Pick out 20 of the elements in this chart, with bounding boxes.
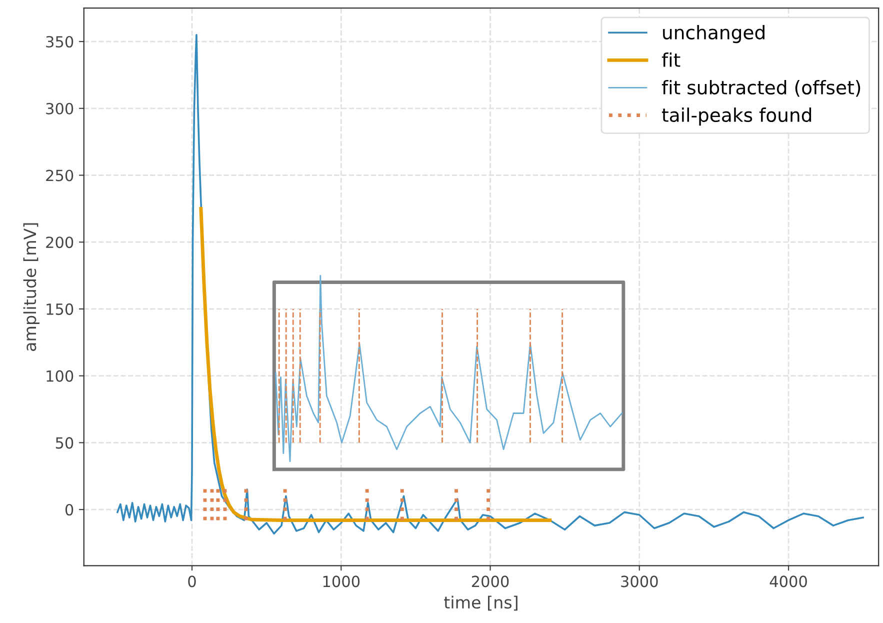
y-tick-label: 200 [46, 236, 74, 248]
y-tick-label: 250 [46, 170, 74, 182]
y-tick-label: 300 [46, 102, 74, 114]
y-tick-label: 350 [46, 36, 74, 48]
y-tick-label: 150 [46, 303, 74, 315]
legend-label: unchanged [663, 24, 764, 44]
x-tick-label: 0 [188, 576, 196, 588]
line-series [199, 206, 552, 522]
y-tick-label: 100 [46, 370, 74, 382]
x-tick-label: 3000 [621, 576, 658, 588]
x-axis-title: time [ns] [444, 596, 518, 611]
legend-label: fit subtracted (offset) [662, 80, 860, 97]
x-tick-label: 4000 [770, 576, 807, 588]
y-tick-label: 50 [56, 437, 74, 449]
legend-label: fit [662, 52, 680, 67]
y-axis-title: amplitude [mV] [23, 223, 40, 351]
y-tick-label: 0 [65, 504, 74, 516]
x-tick-label: 1000 [323, 576, 360, 588]
legend-label: tail-peaks found [662, 108, 812, 126]
x-tick-label: 2000 [472, 576, 509, 588]
